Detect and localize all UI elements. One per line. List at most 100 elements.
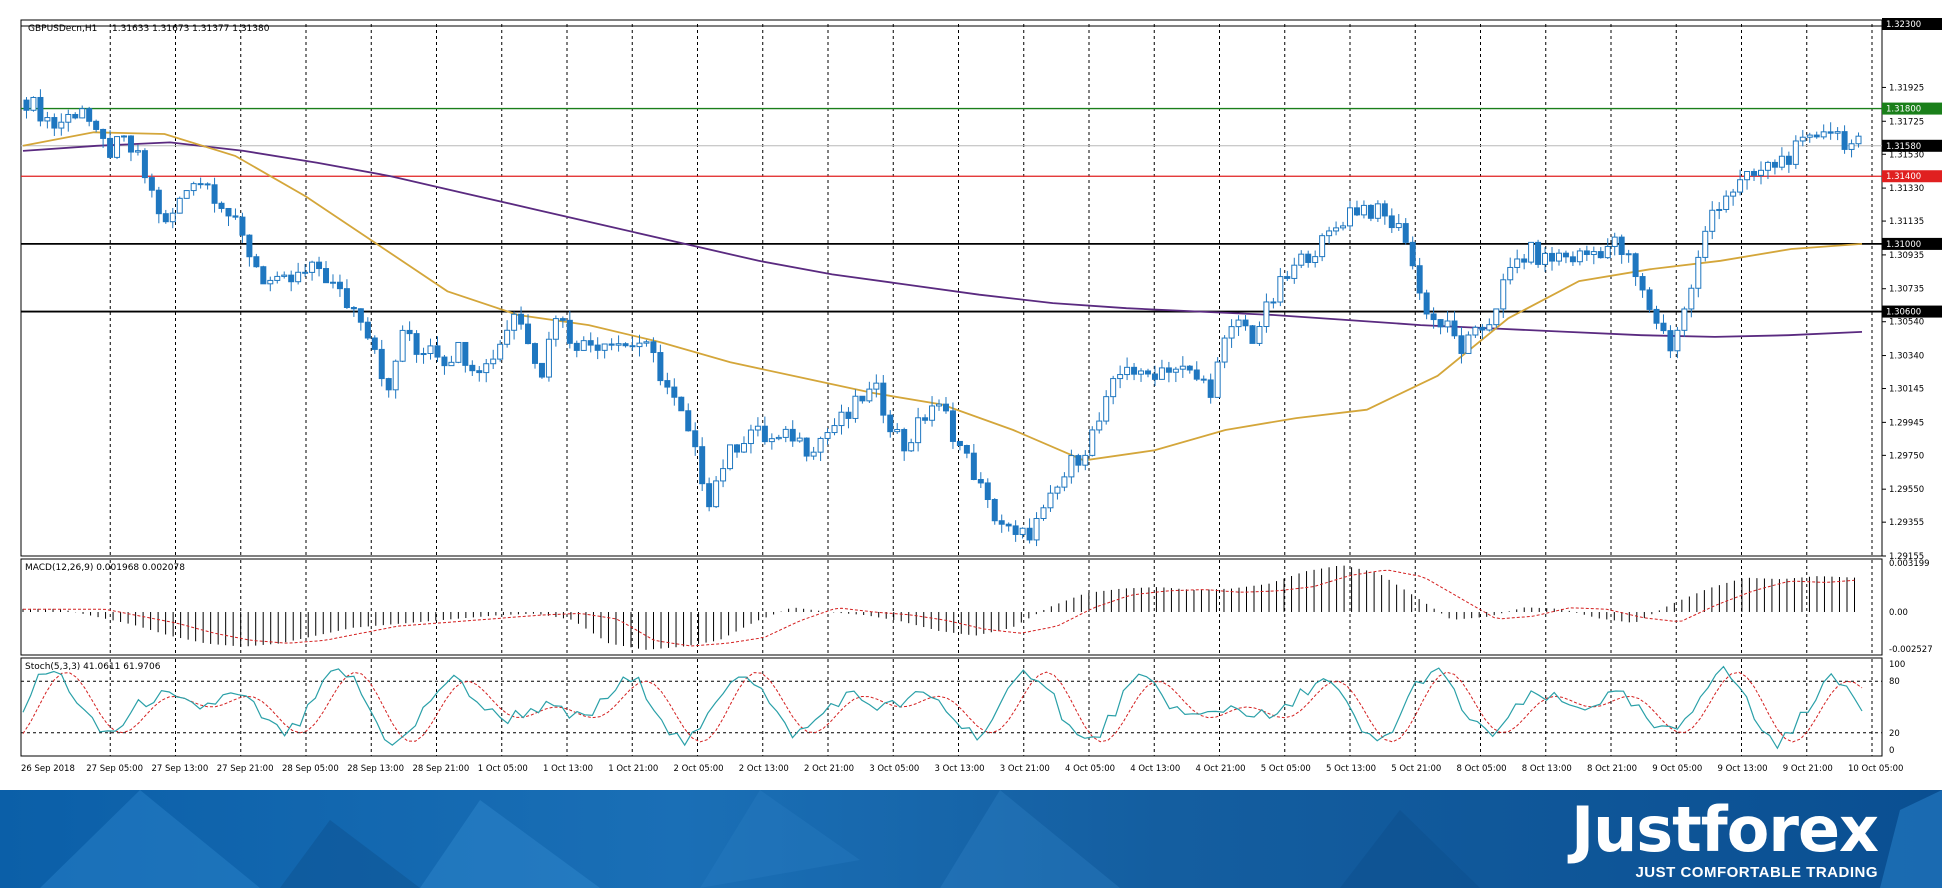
brand-name: Justforex <box>1571 793 1879 866</box>
candle-body <box>357 308 364 323</box>
candle-body <box>789 428 796 442</box>
candle-body <box>1569 256 1576 263</box>
candle-body <box>1695 256 1702 289</box>
candle-body <box>963 445 970 454</box>
time-tick-label: 3 Oct 05:00 <box>869 764 919 774</box>
candle-body <box>1367 204 1374 219</box>
candle-body <box>121 135 128 138</box>
candle-body <box>747 429 754 445</box>
candle-body <box>1353 207 1360 216</box>
candle-body <box>364 321 371 339</box>
candle-body <box>1576 250 1583 263</box>
candle-body <box>1437 319 1444 328</box>
candle-body <box>483 363 490 374</box>
candle-body <box>1590 251 1597 256</box>
candle-body <box>1040 507 1047 519</box>
level-label: 1.31400 <box>1886 172 1921 182</box>
candle-body <box>37 96 44 122</box>
candle-body <box>441 356 448 367</box>
macd-label: MACD(12,26,9) 0.001968 0.002078 <box>25 563 185 573</box>
candle-body <box>462 341 469 366</box>
macd-axis: 0.003199 0.00 -0.002527 <box>1889 559 1933 655</box>
candle-body <box>713 480 720 508</box>
candle-body <box>309 261 316 273</box>
candle-body <box>316 261 323 270</box>
candle-body <box>58 121 65 129</box>
candle-body <box>1751 170 1758 176</box>
candle-body <box>44 117 51 122</box>
candle-body <box>65 113 72 123</box>
candle-body <box>803 437 810 457</box>
candle-body <box>1716 208 1723 211</box>
price-tick-label: 1.30935 <box>1889 251 1924 261</box>
candle-body <box>1186 365 1193 371</box>
price-tick-label: 1.31725 <box>1889 117 1924 127</box>
brand-banner: Justforex JUST COMFORTABLE TRADING <box>0 790 1942 888</box>
macd-signal-line <box>23 569 1855 647</box>
candle-body <box>323 268 330 284</box>
candle-body <box>678 396 685 412</box>
price-tick-label: 1.30145 <box>1889 385 1924 395</box>
candle-body <box>601 343 608 351</box>
time-tick-label: 8 Oct 21:00 <box>1587 764 1637 774</box>
candle-body <box>1493 308 1500 326</box>
candle-body <box>1757 169 1764 176</box>
candle-body <box>1737 179 1744 193</box>
candle-body <box>1124 366 1131 376</box>
candle-body <box>636 342 643 348</box>
time-tick-label: 2 Oct 05:00 <box>674 764 724 774</box>
candle-body <box>1131 366 1138 375</box>
time-tick-label: 3 Oct 21:00 <box>1000 764 1050 774</box>
horizontal-levels <box>21 25 1882 313</box>
candle-body <box>866 388 873 402</box>
price-tick-label: 1.30540 <box>1889 318 1924 328</box>
candle-body <box>434 345 441 358</box>
candle-body <box>1500 279 1507 310</box>
candle-body <box>538 362 545 378</box>
ma-fast-line <box>22 131 1863 462</box>
candle-body <box>1507 266 1514 281</box>
candle-body <box>371 337 378 350</box>
price-tick-label: 1.31135 <box>1889 217 1924 227</box>
candle-body <box>1096 420 1103 431</box>
stochastic-lines <box>21 665 1882 750</box>
time-tick-label: 9 Oct 21:00 <box>1783 764 1833 774</box>
candle-body <box>427 345 434 355</box>
candle-body <box>1200 378 1207 381</box>
level-label-bg <box>1882 237 1942 250</box>
candle-body <box>782 428 789 438</box>
time-tick-label: 27 Sep 13:00 <box>152 764 209 774</box>
candle-body <box>1326 230 1333 237</box>
time-tick-label: 2 Oct 21:00 <box>804 764 854 774</box>
time-tick-label: 4 Oct 13:00 <box>1130 764 1180 774</box>
top-level-label-bg <box>1882 18 1942 30</box>
candle-body <box>859 395 866 402</box>
current-price-label-bg <box>1882 139 1942 152</box>
candle-body <box>295 271 302 283</box>
candle-body <box>1409 241 1416 267</box>
candle-body <box>1395 223 1402 229</box>
stoch-tick-label: 20 <box>1889 729 1900 739</box>
candle-body <box>1535 241 1542 265</box>
candle-body <box>761 425 768 443</box>
stoch-tick-label: 100 <box>1889 660 1905 670</box>
time-axis: 26 Sep 2018 27 Sep 05:00 27 Sep 13:00 27 Se… <box>21 764 1903 774</box>
candle-body <box>1347 207 1354 227</box>
candle-body <box>79 108 86 119</box>
candle-body <box>1813 134 1820 138</box>
candle-body <box>455 341 462 363</box>
candle-body <box>1451 320 1458 337</box>
candle-body <box>448 361 455 367</box>
candle-body <box>692 430 699 448</box>
chart-title: GBPUSDecn,H1 <box>28 24 97 34</box>
candle-body <box>1270 301 1277 304</box>
time-tick-label: 28 Sep 21:00 <box>413 764 470 774</box>
candle-body <box>1319 235 1326 258</box>
time-tick-label: 5 Oct 05:00 <box>1261 764 1311 774</box>
candle-body <box>838 411 845 427</box>
candle-body <box>1179 365 1186 370</box>
candle-body <box>629 345 636 348</box>
candle-body <box>754 425 761 431</box>
moving-averages <box>22 131 1863 462</box>
candle-body <box>1235 319 1242 328</box>
